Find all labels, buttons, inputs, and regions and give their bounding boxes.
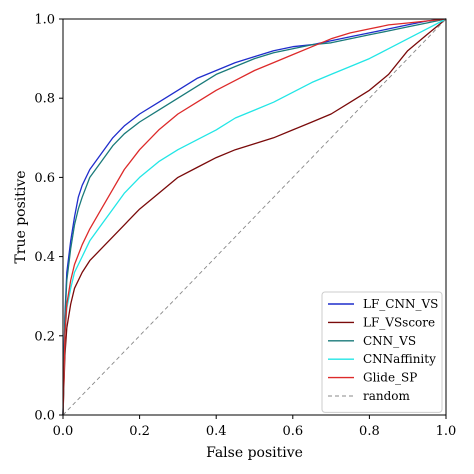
legend-label-random: random (363, 389, 411, 403)
series-lines (62, 18, 447, 416)
legend-label-glide-sp: Glide_SP (363, 371, 417, 385)
y-tick-label: 0.8 (34, 92, 55, 107)
y-tick-label: 0.6 (34, 171, 55, 186)
plot-frame (62, 18, 447, 416)
series-line-glide-sp (62, 18, 447, 416)
y-tick-label: 0.4 (34, 250, 55, 265)
x-tick-label: 0.8 (359, 424, 380, 439)
y-axis-label: True positive (13, 170, 29, 263)
y-tick-label: 0.2 (34, 329, 55, 344)
series-line-cnn-vs (62, 18, 447, 416)
legend: LF_CNN_VS LF_VSscore CNN_VS CNNaffinity Glid… (321, 291, 443, 413)
axis-ticks: 0.0 0.2 0.4 0.6 0.8 1.0 0.0 0.2 0.4 0.6 0.8 1.0 (34, 13, 456, 440)
legend-label-cnn-vs: CNN_VS (363, 334, 416, 348)
x-tick-label: 0.2 (129, 424, 150, 439)
x-tick-label: 0.0 (53, 424, 74, 439)
x-tick-label: 0.4 (206, 424, 227, 439)
legend-label-cnnaffinity: CNNaffinity (363, 352, 436, 366)
x-axis-label: False positive (206, 445, 303, 461)
series-line-lf-cnn-vs (62, 18, 447, 416)
x-tick-label: 1.0 (436, 424, 457, 439)
y-tick-label: 0.0 (34, 409, 55, 424)
legend-label-lf-cnn-vs: LF_CNN_VS (363, 297, 438, 311)
series-line-random (62, 18, 447, 416)
series-line-lf-vsscore (62, 18, 447, 416)
x-tick-label: 0.6 (282, 424, 303, 439)
y-tick-label: 1.0 (34, 13, 55, 28)
legend-label-lf-vsscore: LF_VSscore (363, 315, 435, 329)
series-line-cnnaffinity (62, 18, 447, 416)
